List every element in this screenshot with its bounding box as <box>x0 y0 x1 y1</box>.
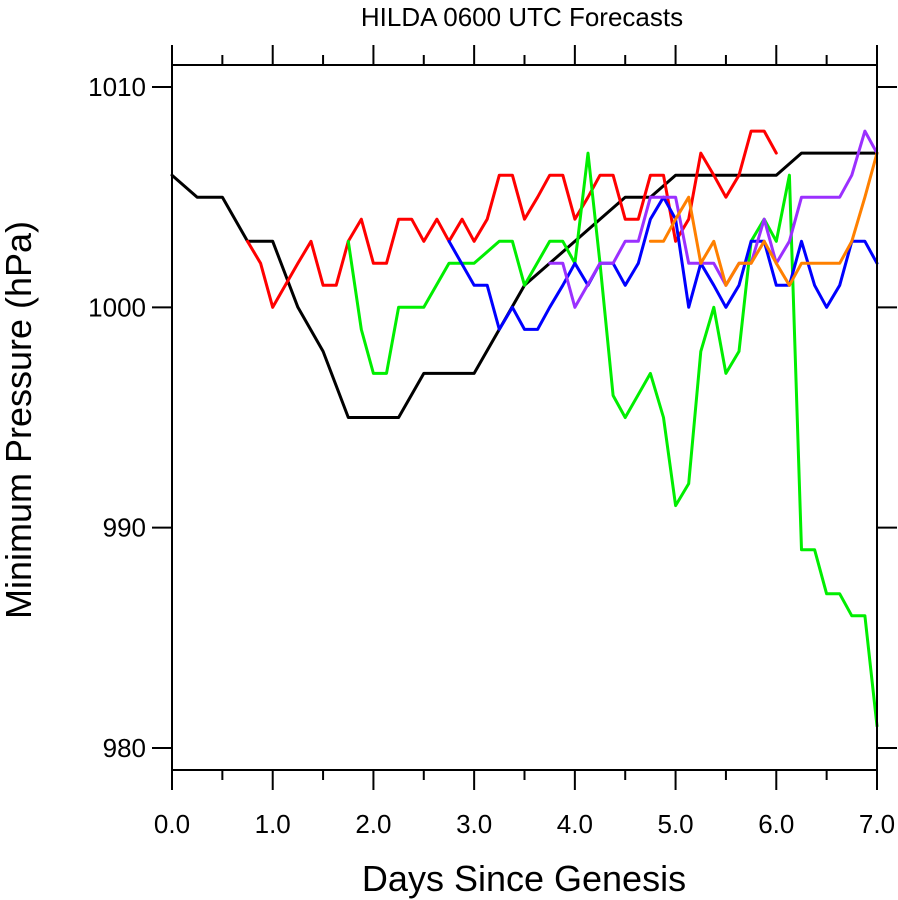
x-tick-label: 5.0 <box>657 809 693 839</box>
x-tick-label: 2.0 <box>355 809 391 839</box>
series-layer <box>170 129 879 728</box>
x-tick-label: 3.0 <box>456 809 492 839</box>
x-tick-label: 6.0 <box>758 809 794 839</box>
ticks-layer: 0.0 1.0 2.0 3.0 4.0 5.0 6.0 7.0 980 990 1000 1010 <box>88 45 897 839</box>
y-tick-label: 1010 <box>88 72 146 102</box>
x-tick-label: 0.0 <box>154 809 190 839</box>
y-tick-label: 990 <box>103 513 146 543</box>
x-tick-label: 7.0 <box>859 809 895 839</box>
plot-frame <box>171 64 878 771</box>
x-tick-label: 1.0 <box>255 809 291 839</box>
y-tick-label: 1000 <box>88 292 146 322</box>
series-line-5 <box>548 129 879 309</box>
chart-title: HILDA 0600 UTC Forecasts <box>361 2 683 32</box>
x-tick-label: 4.0 <box>557 809 593 839</box>
x-axis-title: Days Since Genesis <box>362 858 686 899</box>
series-line-6 <box>648 151 879 287</box>
y-axis-title: Minimum Pressure (hPa) <box>0 221 39 619</box>
series-line-3 <box>346 151 879 728</box>
y-tick-label: 980 <box>103 733 146 763</box>
